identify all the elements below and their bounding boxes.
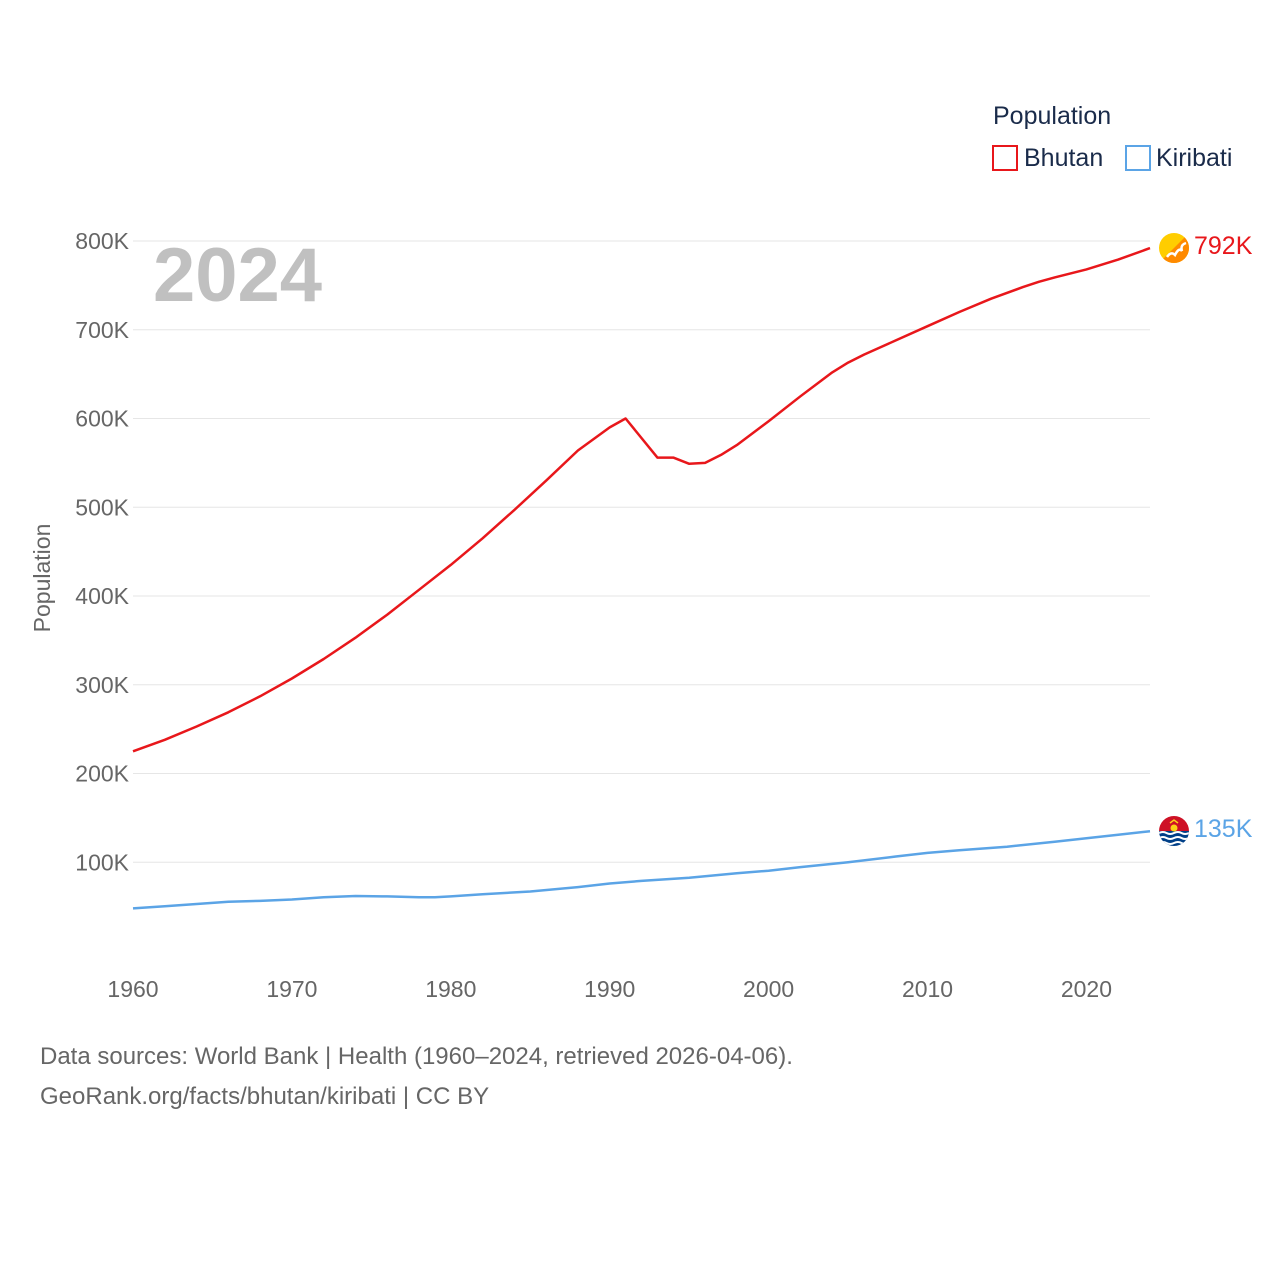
- legend: Population Bhutan Kiribati: [992, 102, 1232, 172]
- y-tick-label: 700K: [75, 317, 129, 343]
- y-tick-label: 800K: [75, 228, 129, 254]
- grid-lines: [133, 240, 1150, 863]
- end-label-kiribati: 135K: [1194, 815, 1253, 843]
- year-label: 2024: [153, 233, 322, 318]
- legend-label-bhutan: Bhutan: [1024, 144, 1103, 172]
- x-tick-label: 2000: [743, 976, 794, 1002]
- y-tick-label: 600K: [75, 406, 129, 432]
- series-lines: [132, 246, 1151, 910]
- legend-item-kiribati[interactable]: Kiribati: [1125, 144, 1232, 172]
- bhutan-flag-icon: [1159, 233, 1189, 263]
- y-tick-label: 100K: [75, 849, 129, 875]
- x-tick-label: 1960: [107, 976, 158, 1002]
- x-axis-ticks: 1960 1970 1980 1990 2000 2010 2020: [107, 976, 1112, 1002]
- kiribati-flag-icon: [1159, 816, 1189, 846]
- y-tick-label: 200K: [75, 761, 129, 787]
- legend-swatch-kiribati: [1125, 145, 1151, 171]
- series-line-bhutan[interactable]: [132, 246, 1151, 753]
- series-line-kiribati[interactable]: [132, 829, 1151, 910]
- x-tick-label: 1970: [266, 976, 317, 1002]
- y-tick-label: 400K: [75, 583, 129, 609]
- legend-title: Population: [993, 102, 1111, 130]
- x-tick-label: 1980: [425, 976, 476, 1002]
- legend-swatch-bhutan: [992, 145, 1018, 171]
- legend-label-kiribati: Kiribati: [1156, 144, 1232, 172]
- y-tick-label: 500K: [75, 494, 129, 520]
- footer-sources: Data sources: World Bank | Health (1960–…: [40, 1043, 793, 1070]
- x-tick-label: 2020: [1061, 976, 1112, 1002]
- end-label-bhutan: 792K: [1194, 232, 1253, 260]
- population-line-chart: 100K 200K 300K 400K 500K 600K 700K 800K 1960 197…: [29, 102, 1253, 1002]
- x-tick-label: 2010: [902, 976, 953, 1002]
- y-axis-label: Population: [29, 524, 55, 633]
- y-tick-label: 300K: [75, 672, 129, 698]
- legend-item-bhutan[interactable]: Bhutan: [992, 144, 1103, 172]
- footer-attribution[interactable]: GeoRank.org/facts/bhutan/kiribati | CC B…: [40, 1083, 490, 1110]
- x-tick-label: 1990: [584, 976, 635, 1002]
- y-axis-ticks: 100K 200K 300K 400K 500K 600K 700K 800K: [75, 228, 129, 875]
